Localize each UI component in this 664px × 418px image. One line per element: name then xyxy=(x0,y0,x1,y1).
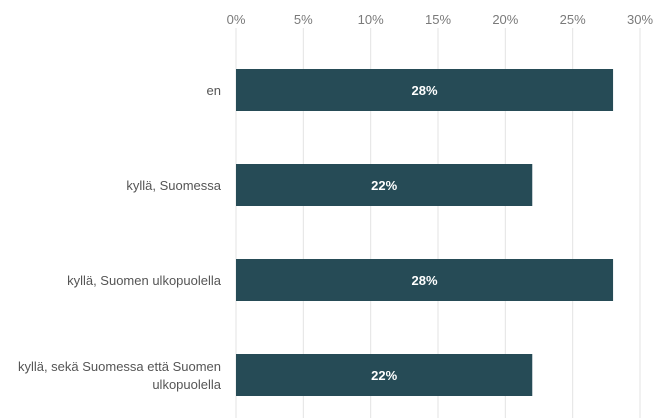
bar xyxy=(236,259,614,301)
category-label: kyllä, sekä Suomessa että Suomen ulkopuol… xyxy=(18,359,222,392)
category-label: en xyxy=(207,83,221,98)
bar xyxy=(236,354,533,396)
data-label: 28% xyxy=(412,83,438,98)
x-tick-label: 5% xyxy=(294,12,313,27)
x-tick-label: 0% xyxy=(227,12,246,27)
x-tick-label: 20% xyxy=(492,12,518,27)
x-tick-label: 25% xyxy=(560,12,586,27)
data-label: 22% xyxy=(371,368,397,383)
x-tick-label: 15% xyxy=(425,12,451,27)
bar xyxy=(236,69,614,111)
bar xyxy=(236,164,533,206)
category-label: kyllä, Suomen ulkopuolella xyxy=(67,273,222,288)
data-label: 22% xyxy=(371,178,397,193)
category-labels: en kyllä, Suomessa kyllä, Suomen ulkopuole… xyxy=(18,83,222,392)
bars: 28% 22% 28% 22% xyxy=(236,69,614,396)
x-axis-ticks: 0% 5% 10% 15% 20% 25% 30% xyxy=(227,12,654,27)
data-label: 28% xyxy=(412,273,438,288)
x-tick-label: 10% xyxy=(358,12,384,27)
category-label: kyllä, Suomessa xyxy=(126,178,221,193)
x-tick-label: 30% xyxy=(627,12,653,27)
